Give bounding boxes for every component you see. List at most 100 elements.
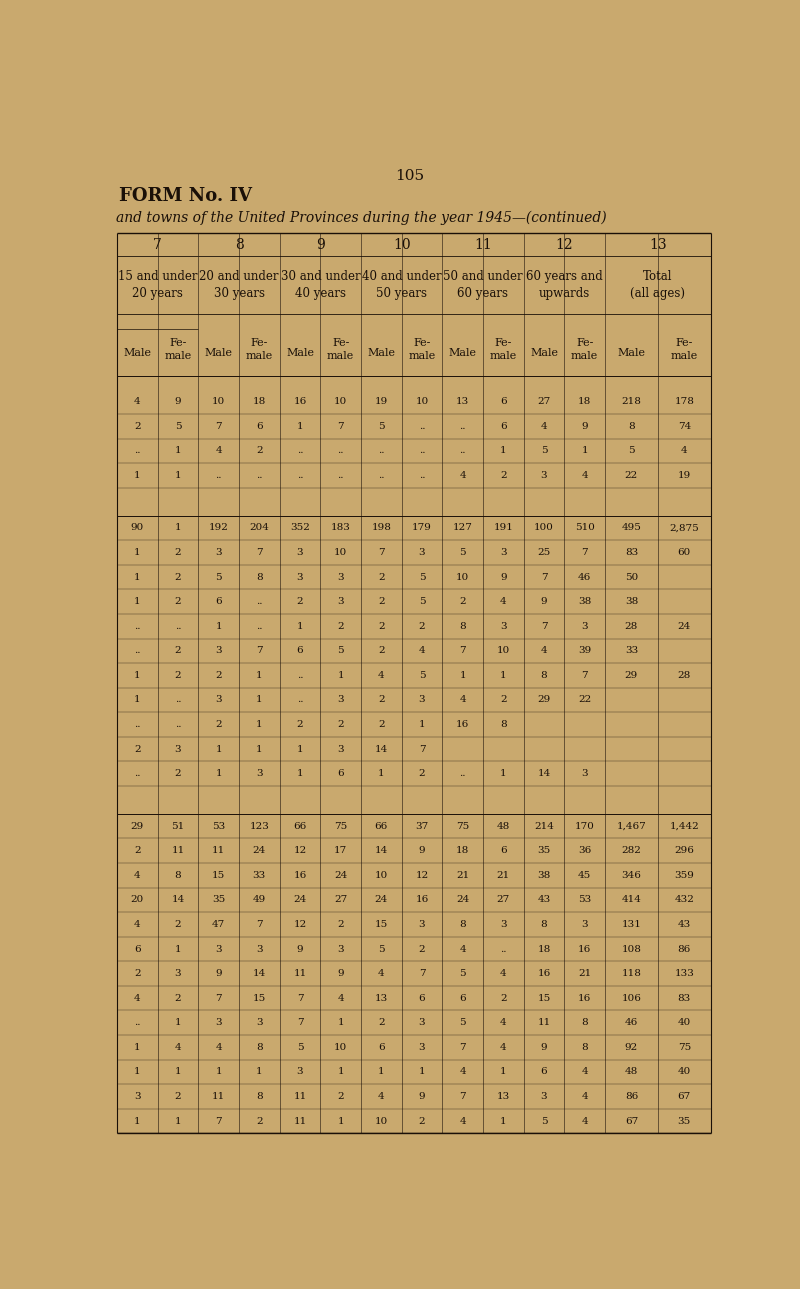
- Text: 2: 2: [215, 721, 222, 730]
- Text: 2: 2: [256, 446, 262, 455]
- Text: 10: 10: [374, 871, 388, 880]
- Text: ..: ..: [459, 446, 466, 455]
- Text: 8: 8: [582, 1018, 588, 1027]
- Text: 1: 1: [256, 670, 262, 679]
- Text: 1: 1: [174, 1116, 182, 1125]
- Text: Male: Male: [530, 348, 558, 357]
- Text: 1: 1: [174, 446, 182, 455]
- Text: 2: 2: [378, 696, 385, 705]
- Text: 11: 11: [294, 969, 306, 978]
- Text: ..: ..: [134, 446, 141, 455]
- Text: 6: 6: [500, 846, 506, 855]
- Text: 50 and under
60 years: 50 and under 60 years: [443, 271, 523, 300]
- Text: 1: 1: [134, 597, 141, 606]
- Text: 3: 3: [338, 945, 344, 954]
- Text: 7: 7: [256, 646, 262, 655]
- Text: 3: 3: [174, 969, 182, 978]
- Text: 38: 38: [538, 871, 550, 880]
- Text: 3: 3: [582, 920, 588, 929]
- Text: 75: 75: [334, 821, 347, 830]
- Text: 8: 8: [628, 422, 634, 431]
- Text: 7: 7: [459, 1092, 466, 1101]
- Text: 14: 14: [171, 896, 185, 905]
- Text: Fe-
male: Fe- male: [571, 338, 598, 361]
- Text: 296: 296: [674, 846, 694, 855]
- Text: 1: 1: [500, 1067, 506, 1076]
- Text: 218: 218: [622, 397, 642, 406]
- Text: 1: 1: [297, 422, 303, 431]
- Text: 22: 22: [625, 470, 638, 480]
- Text: Fe-
male: Fe- male: [327, 338, 354, 361]
- Text: 2: 2: [378, 721, 385, 730]
- Text: 1: 1: [256, 745, 262, 754]
- Text: 48: 48: [497, 821, 510, 830]
- Text: 1: 1: [134, 1067, 141, 1076]
- Text: 4: 4: [459, 696, 466, 705]
- Text: ..: ..: [297, 670, 303, 679]
- Text: 214: 214: [534, 821, 554, 830]
- Text: 75: 75: [456, 821, 470, 830]
- Text: 8: 8: [582, 1043, 588, 1052]
- Text: 1: 1: [174, 523, 182, 532]
- Text: 74: 74: [678, 422, 691, 431]
- Text: 4: 4: [681, 446, 687, 455]
- Text: ..: ..: [256, 597, 262, 606]
- Text: 86: 86: [625, 1092, 638, 1101]
- Text: 3: 3: [338, 745, 344, 754]
- Text: 2: 2: [134, 846, 141, 855]
- Text: 414: 414: [622, 896, 642, 905]
- Text: 4: 4: [378, 969, 385, 978]
- Text: 2: 2: [134, 745, 141, 754]
- Text: 3: 3: [215, 945, 222, 954]
- Text: 4: 4: [541, 646, 547, 655]
- Text: 11: 11: [212, 846, 226, 855]
- Text: 27: 27: [334, 896, 347, 905]
- Text: 2: 2: [418, 945, 426, 954]
- Text: 14: 14: [374, 846, 388, 855]
- Text: 75: 75: [678, 1043, 691, 1052]
- Text: 24: 24: [374, 896, 388, 905]
- Text: 3: 3: [134, 1092, 141, 1101]
- Text: 7: 7: [215, 1116, 222, 1125]
- Text: 28: 28: [678, 670, 691, 679]
- Text: ..: ..: [459, 422, 466, 431]
- Text: 4: 4: [541, 422, 547, 431]
- Text: 1: 1: [500, 1116, 506, 1125]
- Text: 6: 6: [338, 770, 344, 779]
- Text: 6: 6: [256, 422, 262, 431]
- Text: ..: ..: [297, 470, 303, 480]
- Text: 40: 40: [678, 1018, 691, 1027]
- Text: 11: 11: [171, 846, 185, 855]
- Text: 1: 1: [500, 770, 506, 779]
- Text: 10: 10: [374, 1116, 388, 1125]
- Text: 49: 49: [253, 896, 266, 905]
- Text: 1: 1: [500, 446, 506, 455]
- Text: 7: 7: [256, 920, 262, 929]
- Text: ..: ..: [418, 422, 426, 431]
- Text: 5: 5: [378, 422, 385, 431]
- Text: 83: 83: [625, 548, 638, 557]
- Text: 2: 2: [297, 597, 303, 606]
- Text: 10: 10: [415, 397, 429, 406]
- Text: 6: 6: [378, 1043, 385, 1052]
- Text: 2,875: 2,875: [670, 523, 699, 532]
- Text: 4: 4: [134, 871, 141, 880]
- Text: 7: 7: [418, 745, 426, 754]
- Text: 3: 3: [418, 696, 426, 705]
- Text: 2: 2: [500, 470, 506, 480]
- Text: 510: 510: [574, 523, 594, 532]
- Text: 6: 6: [418, 994, 426, 1003]
- Text: 8: 8: [174, 871, 182, 880]
- Text: 18: 18: [456, 846, 470, 855]
- Text: 24: 24: [253, 846, 266, 855]
- Text: 1: 1: [459, 670, 466, 679]
- Text: FORM No. IV: FORM No. IV: [119, 187, 252, 205]
- Text: 21: 21: [456, 871, 470, 880]
- Text: ..: ..: [500, 945, 506, 954]
- Text: 60: 60: [678, 548, 691, 557]
- Text: 1: 1: [256, 721, 262, 730]
- Text: 192: 192: [209, 523, 229, 532]
- Text: 1: 1: [338, 1116, 344, 1125]
- Text: 2: 2: [378, 621, 385, 630]
- Text: 4: 4: [459, 945, 466, 954]
